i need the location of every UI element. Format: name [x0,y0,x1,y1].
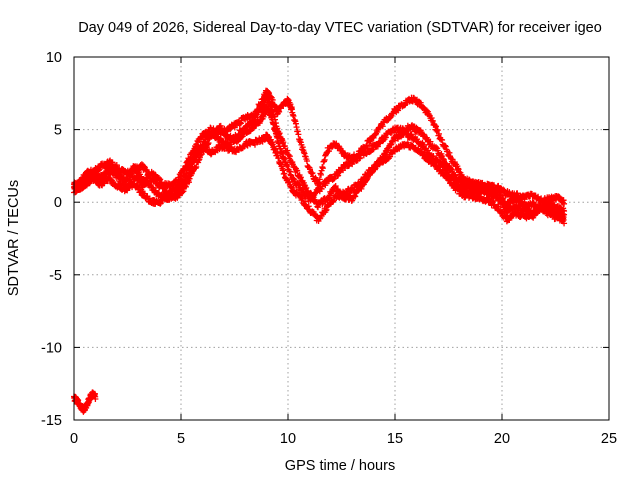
y-tick-label: 5 [54,123,62,139]
y-tick-label: -10 [41,340,62,356]
x-tick-label: 20 [494,431,510,447]
chart-root: 0 5 10 15 20 25 -15 -10 -5 0 5 10 Day 049 of 2026, … [0,0,640,480]
y-axis-label: SDTVAR / TECUs [6,180,22,296]
x-tick-label: 0 [70,431,78,447]
chart-background [0,0,640,480]
y-tick-label: -15 [41,413,62,429]
x-tick-label: 15 [387,431,403,447]
x-tick-label: 5 [177,431,185,447]
chart-title: Day 049 of 2026, Sidereal Day-to-day VTE… [78,20,602,36]
y-tick-label: 0 [54,195,62,211]
y-tick-label: -5 [49,268,62,284]
x-axis-label: GPS time / hours [285,458,395,474]
x-tick-label: 10 [280,431,296,447]
x-tick-label: 25 [601,431,617,447]
sdtvar-chart: 0 5 10 15 20 25 -15 -10 -5 0 5 10 Day 049 of 2026, … [0,0,640,480]
y-tick-label: 10 [46,50,62,66]
